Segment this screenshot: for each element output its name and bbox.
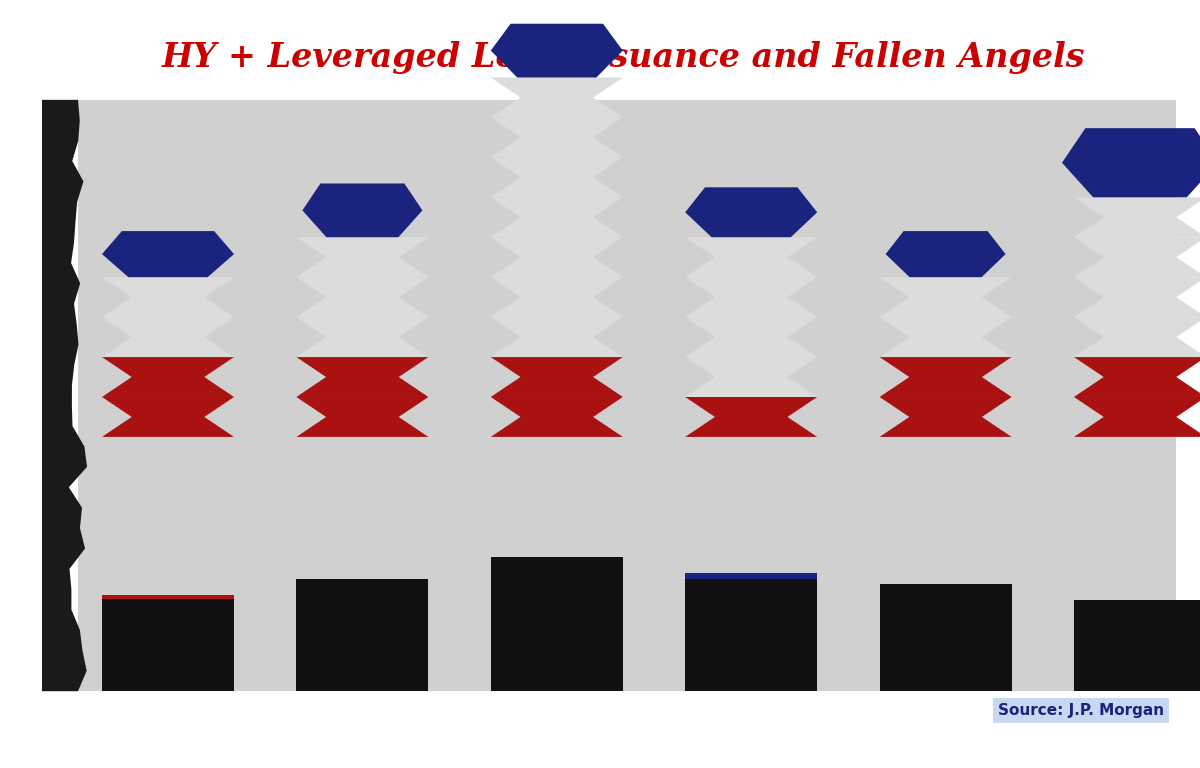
FancyBboxPatch shape	[296, 578, 428, 584]
Polygon shape	[491, 237, 623, 277]
Polygon shape	[886, 231, 1006, 277]
FancyBboxPatch shape	[491, 558, 623, 564]
FancyBboxPatch shape	[78, 100, 1176, 691]
Polygon shape	[880, 357, 1012, 397]
Polygon shape	[685, 237, 817, 277]
Polygon shape	[1074, 197, 1200, 237]
Polygon shape	[685, 187, 817, 237]
Polygon shape	[102, 357, 234, 397]
FancyBboxPatch shape	[1074, 600, 1200, 604]
Polygon shape	[491, 157, 623, 197]
Polygon shape	[102, 317, 234, 357]
FancyBboxPatch shape	[296, 579, 428, 691]
Polygon shape	[880, 397, 1012, 437]
FancyBboxPatch shape	[491, 558, 623, 691]
Polygon shape	[685, 397, 817, 437]
Polygon shape	[296, 277, 428, 317]
Polygon shape	[1074, 237, 1200, 277]
Polygon shape	[1074, 317, 1200, 357]
FancyBboxPatch shape	[880, 584, 1012, 589]
Polygon shape	[491, 78, 623, 118]
Polygon shape	[880, 317, 1012, 357]
Polygon shape	[491, 357, 623, 397]
Polygon shape	[491, 24, 623, 78]
Polygon shape	[491, 397, 623, 437]
Text: HY + Leveraged Loan Issuance and Fallen Angels: HY + Leveraged Loan Issuance and Fallen …	[162, 41, 1086, 74]
Polygon shape	[685, 317, 817, 357]
Polygon shape	[1074, 397, 1200, 437]
FancyBboxPatch shape	[685, 574, 817, 691]
Text: Source: J.P. Morgan: Source: J.P. Morgan	[998, 703, 1164, 718]
Polygon shape	[491, 317, 623, 357]
FancyBboxPatch shape	[1074, 601, 1200, 691]
Polygon shape	[1062, 128, 1200, 197]
Polygon shape	[296, 357, 428, 397]
Polygon shape	[42, 100, 88, 691]
Polygon shape	[1074, 357, 1200, 397]
Polygon shape	[685, 277, 817, 317]
Polygon shape	[1074, 277, 1200, 317]
Polygon shape	[296, 317, 428, 357]
Polygon shape	[491, 197, 623, 237]
Polygon shape	[296, 237, 428, 277]
FancyBboxPatch shape	[685, 574, 817, 579]
Polygon shape	[102, 397, 234, 437]
Polygon shape	[880, 277, 1012, 317]
Polygon shape	[685, 357, 817, 397]
FancyBboxPatch shape	[102, 594, 234, 599]
Polygon shape	[491, 118, 623, 157]
FancyBboxPatch shape	[880, 584, 1012, 691]
Polygon shape	[302, 184, 422, 237]
FancyBboxPatch shape	[102, 595, 234, 691]
Polygon shape	[102, 231, 234, 277]
Polygon shape	[491, 277, 623, 317]
Polygon shape	[296, 397, 428, 437]
Polygon shape	[102, 277, 234, 317]
